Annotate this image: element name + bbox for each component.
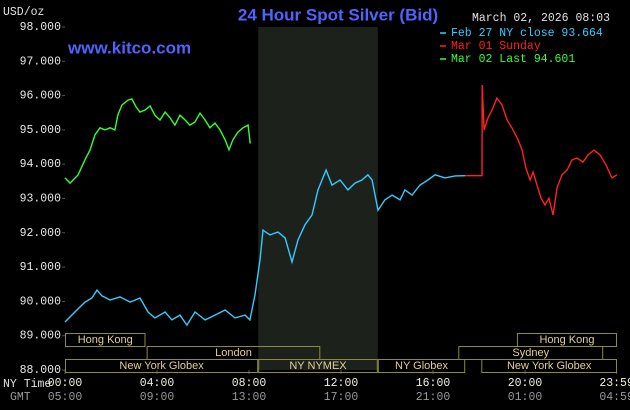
y-tick-label: 98.000 [20,21,62,34]
y-tick-label: 96.000 [20,90,62,103]
session-box [65,359,259,373]
y-tick-label: 92.000 [20,227,62,240]
x-tick-label: 04:00 [140,377,175,390]
timestamp: March 02, 2026 08:03 [472,12,610,25]
session-label: NY NYMEX [289,360,347,372]
session-label: New York Globex [507,360,592,372]
series-line [64,98,251,185]
y-tick-label: 90.000 [20,295,62,308]
x-tick-label: 23:59 [599,377,630,390]
legend-label: Mar 01 Sunday [451,40,541,53]
legend-label: Feb 27 NY close 93.664 [451,27,603,40]
chart-title: 24 Hour Spot Silver (Bid) [238,5,438,24]
x2-tick-label: 21:00 [416,391,451,404]
x-tick-label: 08:00 [232,377,267,390]
x2-tick-label: 13:00 [232,391,267,404]
session-label: NY Globex [395,360,448,372]
session-label: London [215,347,252,359]
session-label: Hong Kong [78,334,133,346]
x-tick-label: 20:00 [508,377,543,390]
session-box [258,359,378,373]
session-label: Sydney [512,347,549,359]
y-tick-label: 91.000 [20,261,62,274]
website: www.kitco.com [67,38,191,57]
y-axis-label: USD/oz [3,6,44,19]
series-line [465,84,618,216]
session-box [481,359,617,373]
session-shade [258,27,378,370]
y-tick-label: 95.000 [20,124,62,137]
session-box [377,359,466,373]
y-tick-label: 93.000 [20,193,62,206]
legend-label: Mar 02 Last 94.601 [451,53,575,66]
x2-tick-label: 05:00 [48,391,83,404]
y-tick-label: 97.000 [20,55,62,68]
session-label: New York Globex [119,360,204,372]
x2-tick-label: 09:00 [140,391,175,404]
x2-axis-label: GMT [10,391,31,404]
x-tick-label: 00:00 [48,377,83,390]
session-label: Hong Kong [539,334,594,346]
x-tick-label: 16:00 [416,377,451,390]
x-axis-label: NY Time [3,378,51,391]
series-line [64,168,466,327]
x2-tick-label: 17:00 [324,391,359,404]
y-tick-label: 88.000 [20,364,62,377]
x2-tick-label: 01:00 [508,391,543,404]
y-tick-label: 94.000 [20,158,62,171]
x2-tick-label: 04:59 [599,391,630,404]
session-box [65,333,146,347]
x-tick-label: 12:00 [324,377,359,390]
y-tick-label: 89.000 [20,330,62,343]
